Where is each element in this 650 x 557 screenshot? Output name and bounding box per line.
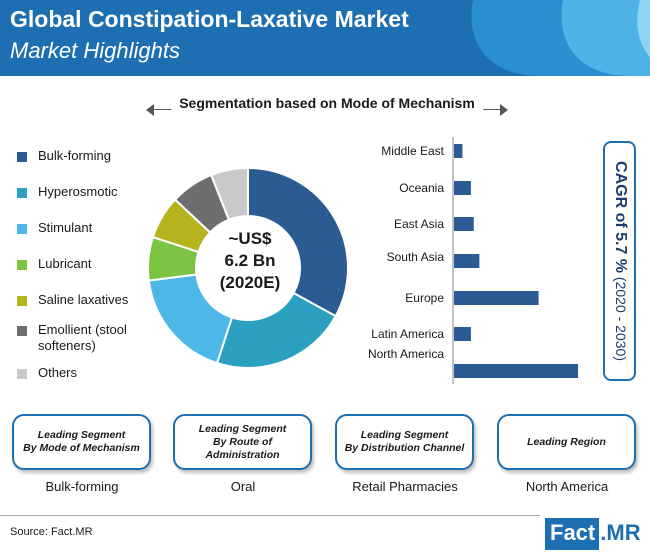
legend-item: Emollient (stool softeners)	[17, 322, 156, 354]
cagr-label: CAGR of 5.7 % (2020 - 2030)	[611, 161, 629, 361]
highlight-card-route: Leading Segment By Route of Administrati…	[173, 414, 312, 470]
region-bar-chart: Middle East Oceania East Asia South Asia Eur…	[368, 137, 579, 384]
factmr-logo: Fact .MR	[545, 518, 643, 550]
arrow-right-icon	[500, 104, 508, 116]
bar-category-label: Latin America	[371, 327, 444, 341]
legend-swatch	[17, 188, 27, 198]
bar-category-label: South Asia	[387, 250, 445, 264]
bar	[454, 144, 463, 158]
legend-label: Emollient (stool softeners)	[38, 322, 127, 353]
legend-swatch	[17, 224, 27, 234]
highlight-value-mechanism: Bulk-forming	[45, 479, 119, 494]
bar-category-label: Europe	[405, 291, 444, 305]
legend-swatch	[17, 369, 27, 379]
bar-category-label: Middle East	[381, 144, 444, 158]
bar	[454, 327, 471, 341]
segmentation-label: Segmentation based on Mode of Mechanism	[171, 95, 483, 111]
highlight-subtitle: By Distribution Channel	[344, 442, 465, 454]
legend-label: Hyperosmotic	[38, 184, 118, 199]
donut-center-line2: 6.2 Bn	[224, 251, 276, 270]
bar-category-label: North America	[368, 347, 444, 361]
bar	[454, 254, 480, 268]
legend-swatch	[17, 326, 27, 336]
donut-center-label: ~US$ 6.2 Bn (2020E)	[200, 228, 300, 294]
legend-swatch	[17, 296, 27, 306]
bar	[454, 291, 539, 305]
donut-slice	[247, 166, 349, 318]
legend-label: Saline laxatives	[38, 292, 129, 307]
segmentation-banner: Segmentation based on Mode of Mechanism	[146, 95, 508, 117]
donut-slice	[215, 291, 337, 369]
highlight-title: Leading Region	[527, 435, 606, 448]
legend-item: Others	[17, 365, 156, 381]
donut-chart	[147, 166, 349, 369]
donut-center-line3: (2020E)	[219, 273, 281, 292]
page-title: Global Constipation-Laxative Market	[10, 6, 409, 32]
highlight-card-region: Leading Region	[497, 414, 636, 470]
highlight-title: Leading Segment	[360, 429, 449, 441]
bar-category-label: East Asia	[394, 217, 444, 231]
legend-item: Hyperosmotic	[17, 184, 156, 200]
legend-swatch	[17, 152, 27, 162]
highlight-value-region: North America	[525, 479, 609, 494]
bar-category-label: Oceania	[399, 181, 444, 195]
legend-item: Bulk-forming	[17, 148, 156, 164]
legend-item: Lubricant	[17, 256, 156, 272]
highlight-card-distribution: Leading Segment By Distribution Channel	[335, 414, 474, 470]
cagr-period: (2020 - 2030)	[612, 276, 629, 361]
cagr-value: CAGR of 5.7 %	[611, 161, 629, 274]
highlight-title: Leading Segment	[198, 422, 287, 435]
highlight-value-distribution: Retail Pharmacies	[352, 479, 458, 494]
header-banner: Global Constipation-Laxative Market Mark…	[0, 0, 650, 76]
highlight-subtitle: By Mode of Mechanism	[23, 442, 140, 454]
logo-mr: .MR	[600, 520, 641, 545]
bar	[454, 181, 471, 195]
legend-label: Bulk-forming	[38, 148, 111, 163]
cagr-box: CAGR of 5.7 % (2020 - 2030)	[603, 141, 636, 381]
footer-divider	[0, 515, 540, 516]
bar	[454, 217, 474, 231]
arrow-left-icon	[146, 104, 154, 116]
legend-item: Stimulant	[17, 220, 156, 236]
highlight-value-route: Oral	[230, 479, 256, 494]
legend-item: Saline laxatives	[17, 292, 156, 308]
highlight-subtitle: By Route of Administration	[205, 435, 280, 461]
legend-swatch	[17, 260, 27, 270]
page-subtitle: Market Highlights	[10, 38, 180, 63]
legend-label: Stimulant	[38, 220, 93, 235]
highlight-card-mechanism: Leading Segment By Mode of Mechanism	[12, 414, 151, 470]
donut-center-line1: ~US$	[228, 229, 272, 248]
legend-label: Lubricant	[38, 256, 92, 271]
legend-label: Others	[38, 365, 78, 380]
donut-slice	[209, 166, 249, 221]
source-text: Source: Fact.MR	[10, 526, 93, 538]
highlight-title: Leading Segment	[37, 429, 126, 441]
bar	[454, 364, 579, 378]
logo-fact: Fact	[545, 518, 600, 550]
